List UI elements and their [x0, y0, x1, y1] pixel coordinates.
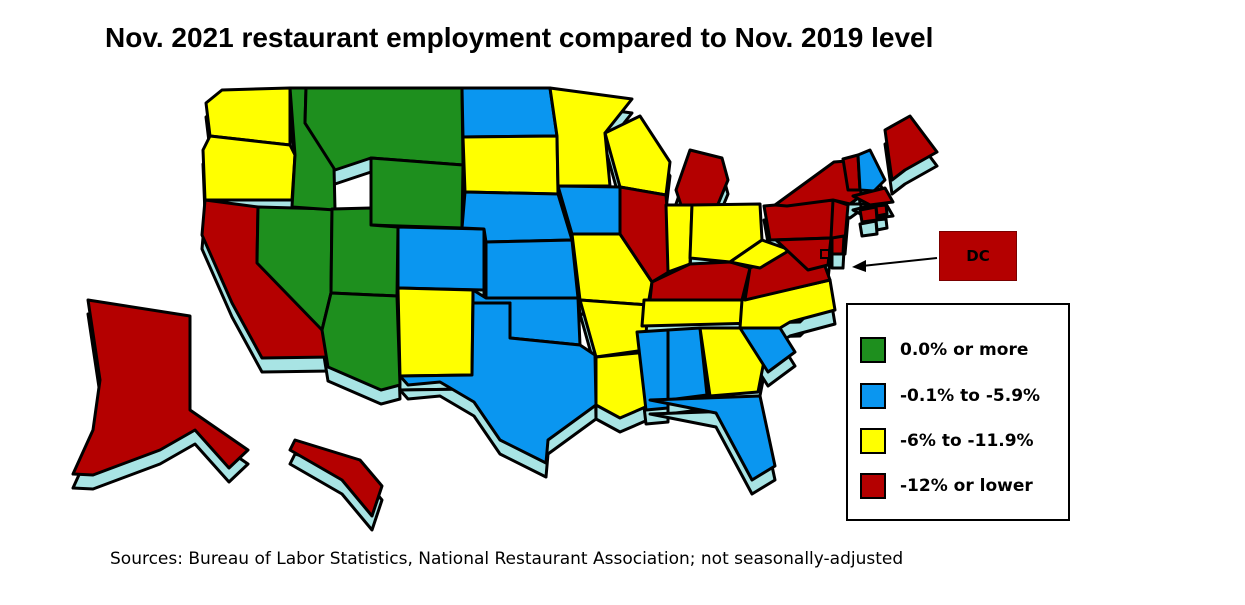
state-wy — [369, 156, 465, 230]
state-ms — [635, 328, 670, 412]
state-nh — [856, 148, 887, 193]
state-ak — [71, 298, 250, 477]
legend-swatch — [860, 383, 886, 409]
state-extrusion-ri — [874, 217, 889, 232]
legend-label: -6% to -11.9% — [900, 431, 1034, 451]
dc-marker — [820, 249, 830, 259]
state-ks — [484, 238, 580, 300]
dc-arrow — [852, 257, 938, 272]
state-me — [883, 114, 939, 182]
source-note: Sources: Bureau of Labor Statistics, Nat… — [110, 549, 904, 569]
legend-item-red: -12% or lower — [860, 472, 1033, 500]
legend-item-yellow: -6% to -11.9% — [860, 427, 1034, 455]
state-hi — [288, 438, 384, 518]
legend-label: -12% or lower — [900, 476, 1033, 496]
legend-label: -0.1% to -5.9% — [900, 386, 1041, 406]
state-ma — [851, 186, 895, 207]
state-tx — [398, 301, 598, 465]
state-ny — [773, 158, 863, 208]
legend-swatch — [860, 337, 886, 363]
state-sd — [461, 134, 560, 196]
state-nd — [460, 86, 559, 139]
state-wi — [603, 114, 672, 197]
legend-swatch — [860, 428, 886, 454]
legend-item-green: 0.0% or more — [860, 336, 1028, 364]
dc-callout: DC — [939, 231, 1017, 281]
state-de — [830, 234, 846, 256]
map-title: Nov. 2021 restaurant employment compared… — [105, 22, 934, 53]
state-wa — [204, 86, 292, 147]
legend-label: 0.0% or more — [900, 340, 1029, 360]
states — [71, 86, 939, 518]
state-fl — [648, 394, 777, 482]
state-md — [774, 236, 833, 272]
state-or — [201, 134, 297, 202]
state-co — [396, 225, 486, 292]
state-ga — [698, 326, 767, 398]
dc-label: DC — [966, 247, 990, 265]
state-nm — [396, 286, 475, 378]
legend-item-blue: -0.1% to -5.9% — [860, 382, 1040, 410]
state-al — [666, 326, 709, 402]
state-ri — [874, 203, 889, 218]
state-nj — [829, 198, 850, 242]
state-ct — [858, 205, 879, 224]
legend: 0.0% or more -0.1% to -5.9% -6% to -11.9… — [846, 303, 1070, 521]
legend-swatch — [860, 473, 886, 499]
state-in — [664, 203, 694, 274]
